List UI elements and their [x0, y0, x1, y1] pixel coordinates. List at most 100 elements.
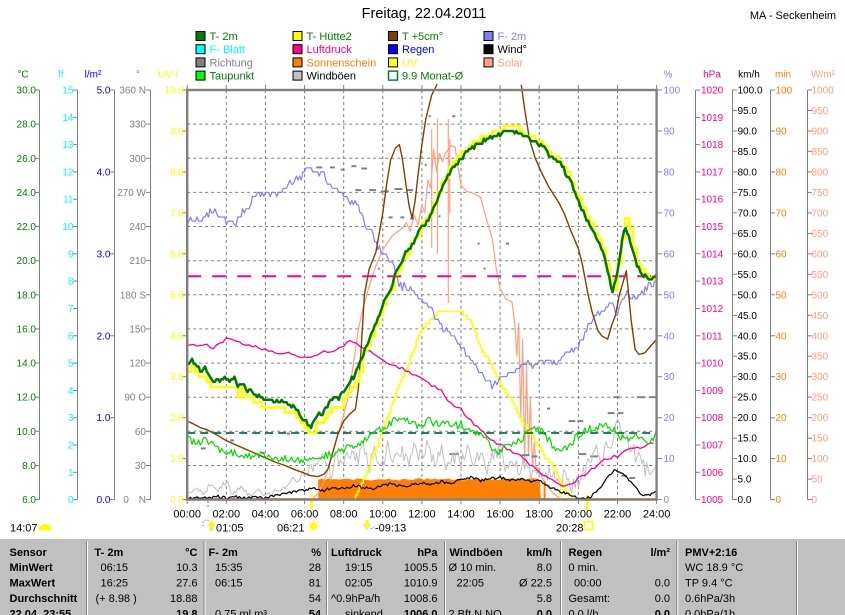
- svg-text:Windböen: Windböen: [307, 71, 357, 83]
- svg-text:210: 210: [129, 256, 146, 267]
- svg-text:25.0: 25.0: [738, 393, 758, 404]
- svg-text:1013: 1013: [701, 277, 724, 288]
- svg-text:10.0: 10.0: [17, 427, 37, 438]
- svg-text:4.0: 4.0: [97, 167, 111, 178]
- svg-text:750: 750: [812, 188, 829, 199]
- svg-text:Regen: Regen: [569, 547, 603, 559]
- svg-text:0: 0: [664, 495, 670, 506]
- svg-text:Taupunkt: Taupunkt: [210, 71, 255, 83]
- svg-text:14:00: 14:00: [447, 509, 475, 521]
- svg-text:10.3: 10.3: [176, 562, 197, 574]
- svg-text:8.0: 8.0: [170, 167, 184, 178]
- svg-text:9.0: 9.0: [170, 127, 184, 138]
- svg-text:1000: 1000: [812, 86, 835, 97]
- svg-text:16:25: 16:25: [101, 578, 129, 590]
- svg-text:35.0: 35.0: [738, 352, 758, 363]
- svg-text:hPa: hPa: [703, 70, 721, 81]
- svg-text:0.0: 0.0: [655, 578, 670, 590]
- svg-text:00:00: 00:00: [574, 578, 602, 590]
- svg-text:MaxWert: MaxWert: [10, 578, 56, 590]
- svg-text:T- Hütte2: T- Hütte2: [307, 31, 352, 43]
- svg-text:T +5cm°: T +5cm°: [402, 31, 443, 43]
- svg-text:80: 80: [664, 167, 676, 178]
- svg-text:6.0: 6.0: [22, 495, 36, 506]
- svg-text:Luftdruck: Luftdruck: [307, 44, 353, 56]
- svg-text:15: 15: [62, 86, 74, 97]
- svg-text:02:05: 02:05: [345, 578, 373, 590]
- svg-text:Luftdruck: Luftdruck: [331, 547, 383, 559]
- svg-text:1.0: 1.0: [170, 454, 184, 465]
- svg-text:1006.0: 1006.0: [404, 609, 438, 615]
- svg-text:T- 2m: T- 2m: [210, 31, 238, 43]
- svg-text:0.6hPa/3h: 0.6hPa/3h: [685, 593, 735, 605]
- svg-text:12: 12: [62, 167, 74, 178]
- svg-text:65.0: 65.0: [738, 229, 758, 240]
- svg-text:16.0: 16.0: [17, 324, 37, 335]
- svg-text:0 min.: 0 min.: [569, 562, 599, 574]
- svg-text:06:00: 06:00: [291, 509, 319, 521]
- svg-text:950: 950: [812, 106, 829, 117]
- svg-text:-09:13: -09:13: [375, 523, 406, 535]
- svg-text:l/m²: l/m²: [650, 547, 670, 559]
- svg-text:1016: 1016: [701, 195, 724, 206]
- svg-text:100: 100: [664, 86, 681, 97]
- svg-text:0.0: 0.0: [537, 609, 552, 615]
- svg-text:100.0: 100.0: [738, 86, 763, 97]
- svg-text:90 O: 90 O: [124, 393, 146, 404]
- svg-text:PMV+2:16: PMV+2:16: [685, 547, 737, 559]
- svg-text:10.0: 10.0: [165, 86, 185, 97]
- svg-text:1018: 1018: [701, 140, 724, 151]
- svg-text:150: 150: [812, 434, 829, 445]
- svg-text:1010: 1010: [701, 359, 724, 370]
- svg-text:9.9 Monat-Ø: 9.9 Monat-Ø: [402, 71, 464, 83]
- svg-text:0.0: 0.0: [655, 593, 670, 605]
- svg-text:Ø 22.5: Ø 22.5: [519, 578, 552, 590]
- svg-text:0.0: 0.0: [97, 495, 111, 506]
- svg-text:26.0: 26.0: [17, 154, 37, 165]
- svg-text:0: 0: [68, 495, 74, 506]
- svg-text:350: 350: [812, 352, 829, 363]
- svg-text:06:21: 06:21: [277, 523, 305, 535]
- svg-text:360 N: 360 N: [119, 86, 146, 97]
- svg-text:270 W: 270 W: [117, 188, 146, 199]
- svg-text:Freitag, 22.04.2011: Freitag, 22.04.2011: [362, 6, 487, 22]
- svg-text:Windböen: Windböen: [450, 547, 503, 559]
- svg-text:°C: °C: [17, 70, 28, 81]
- svg-text:100: 100: [812, 454, 829, 465]
- svg-text:45.0: 45.0: [738, 311, 758, 322]
- svg-text:1019: 1019: [701, 113, 724, 124]
- svg-text:30.0: 30.0: [738, 372, 758, 383]
- svg-text:12:00: 12:00: [408, 509, 436, 521]
- svg-text:20: 20: [776, 413, 788, 424]
- svg-text:10: 10: [664, 454, 676, 465]
- svg-text:400: 400: [812, 331, 829, 342]
- svg-text:3: 3: [68, 413, 74, 424]
- svg-text:1009: 1009: [701, 386, 724, 397]
- svg-text:240: 240: [129, 222, 146, 233]
- svg-text:1011: 1011: [701, 331, 723, 342]
- svg-text:1005.5: 1005.5: [404, 562, 438, 574]
- svg-text:22:00: 22:00: [604, 509, 632, 521]
- svg-text:02:00: 02:00: [213, 509, 241, 521]
- svg-text:TP 9.4 °C: TP 9.4 °C: [685, 578, 733, 590]
- svg-text:5.0: 5.0: [97, 86, 111, 97]
- svg-text:1017: 1017: [701, 167, 724, 178]
- svg-text:16:00: 16:00: [486, 509, 514, 521]
- svg-text:40: 40: [776, 331, 788, 342]
- svg-text:0: 0: [812, 495, 818, 506]
- svg-text:1008: 1008: [701, 413, 724, 424]
- svg-text:20:00: 20:00: [565, 509, 593, 521]
- svg-text:7: 7: [68, 304, 74, 315]
- svg-text:70: 70: [664, 208, 676, 219]
- svg-text:4: 4: [68, 386, 74, 397]
- svg-text:200: 200: [812, 413, 829, 424]
- svg-text:08:00: 08:00: [330, 509, 358, 521]
- svg-text:2 Bft N.NO: 2 Bft N.NO: [449, 609, 503, 615]
- svg-text:(+ 8.98 ): (+ 8.98 ): [96, 593, 137, 605]
- svg-text:14:07: 14:07: [10, 523, 38, 535]
- svg-text:15.0: 15.0: [738, 434, 758, 445]
- svg-text:120: 120: [129, 359, 146, 370]
- svg-text:^0.9hPa/h: ^0.9hPa/h: [331, 593, 380, 605]
- svg-text:Solar: Solar: [498, 57, 524, 69]
- svg-text:Ø 10 min.: Ø 10 min.: [449, 562, 497, 574]
